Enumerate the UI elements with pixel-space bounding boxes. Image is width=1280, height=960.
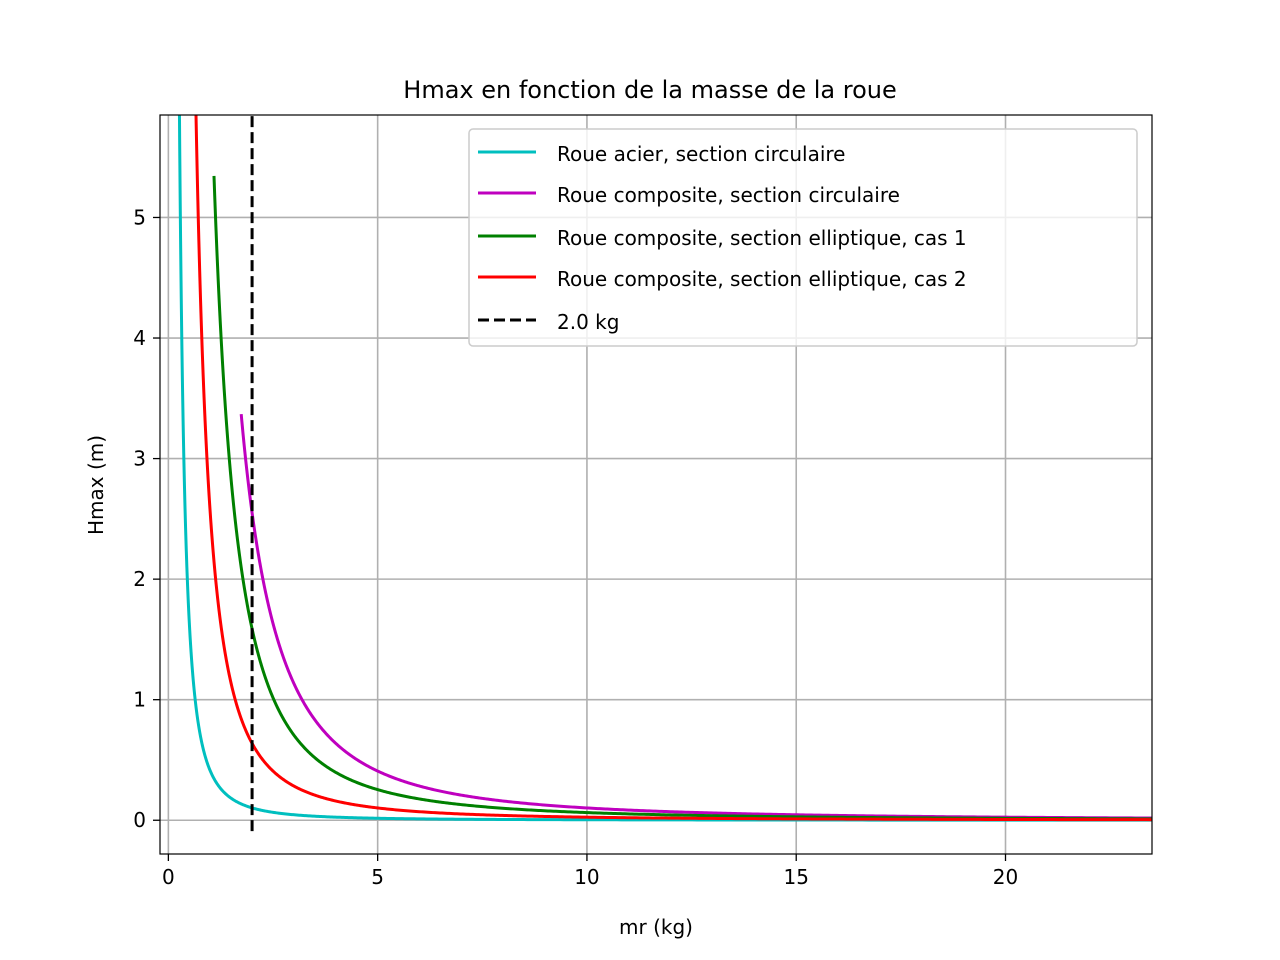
ticks: 0 5 10 15 20 0 1 2 3 4 5 <box>133 205 1018 889</box>
series-layer <box>177 115 1152 832</box>
legend-label-composite-circular: Roue composite, section circulaire <box>557 183 900 207</box>
x-tick-label: 15 <box>783 865 808 889</box>
y-tick-label: 1 <box>133 688 146 712</box>
series-line-4 <box>194 115 1152 822</box>
legend-label-vline: 2.0 kg <box>557 310 619 334</box>
x-tick-label: 5 <box>371 865 384 889</box>
chart-title: Hmax en fonction de la masse de la roue <box>403 76 896 104</box>
legend-label-composite-elliptic-2: Roue composite, section elliptique, cas … <box>557 267 967 291</box>
legend-box <box>468 128 1138 347</box>
y-tick-label: 2 <box>133 567 146 591</box>
y-tick-label: 3 <box>133 447 146 471</box>
legend-label-steel-circular: Roue acier, section circulaire <box>557 142 845 166</box>
legend: Roue acier, section circulaire Roue comp… <box>468 128 1138 347</box>
y-tick-label: 0 <box>133 808 146 832</box>
series-line-1 <box>177 115 1152 822</box>
legend-label-composite-elliptic-1: Roue composite, section elliptique, cas … <box>557 226 967 250</box>
x-tick-label: 20 <box>993 865 1018 889</box>
y-axis-label: Hmax (m) <box>84 435 108 535</box>
series-line-3 <box>212 175 1152 821</box>
y-tick-label: 4 <box>133 326 146 350</box>
series-line-2 <box>239 413 1152 820</box>
x-tick-label: 0 <box>162 865 175 889</box>
y-tick-label: 5 <box>133 205 146 229</box>
x-tick-label: 10 <box>574 865 599 889</box>
plot-frame <box>159 114 1153 855</box>
x-axis-label: mr (kg) <box>619 915 693 939</box>
